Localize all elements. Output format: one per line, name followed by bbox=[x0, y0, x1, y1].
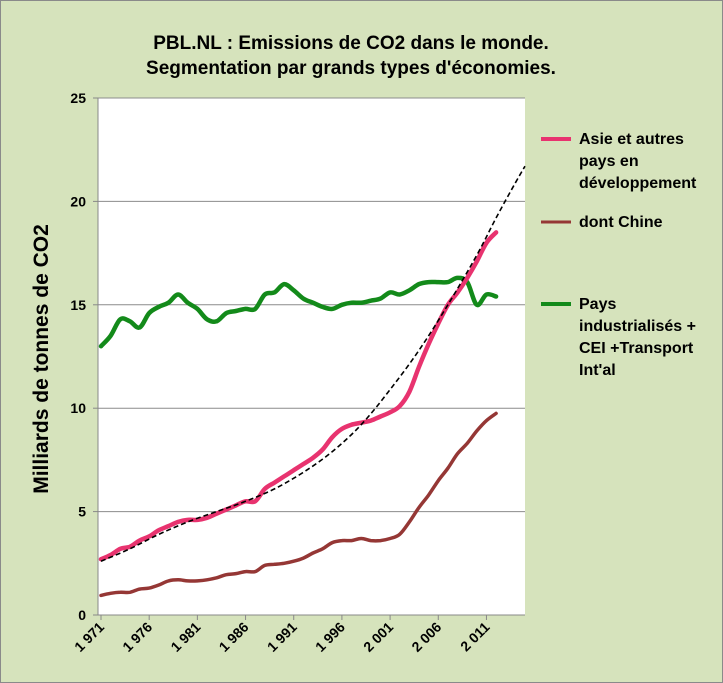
x-tick-label-1981: 1 981 bbox=[167, 619, 203, 655]
y-tick-label-20: 20 bbox=[70, 193, 86, 209]
x-tick-label-2011: 2 011 bbox=[457, 619, 493, 655]
series-line-0 bbox=[98, 230, 499, 562]
legend-label-2-line-3: Int'al bbox=[579, 362, 616, 379]
legend-label-0-line-1: pays en bbox=[579, 153, 639, 170]
legend-label-1-line-0: dont Chine bbox=[579, 214, 663, 231]
chart-title: PBL.NL : Emissions de CO2 dans le monde.… bbox=[41, 31, 661, 81]
legend-label-1: dont Chine bbox=[579, 212, 663, 234]
legend-label-0-line-2: développement bbox=[579, 175, 697, 192]
x-tick-label-1971: 1 971 bbox=[71, 619, 107, 655]
y-tick-label-5: 5 bbox=[78, 504, 86, 520]
legend-label-0-line-0: Asie et autres bbox=[579, 131, 684, 148]
legend-label-0: Asie et autres pays en développement bbox=[579, 129, 696, 195]
trendline bbox=[100, 165, 526, 562]
series-line-1 bbox=[99, 411, 498, 598]
legend-label-2-line-2: CEI +Transport bbox=[579, 340, 694, 357]
x-tick-label-2006: 2 006 bbox=[408, 619, 444, 655]
series-line-2 bbox=[98, 275, 499, 349]
x-tick-label-1996: 1 996 bbox=[312, 619, 348, 655]
legend-label-2-line-1: industrialisés + bbox=[579, 318, 696, 335]
chart-title-line-2: Segmentation par grands types d'économie… bbox=[146, 58, 556, 79]
y-tick-label-10: 10 bbox=[70, 400, 86, 416]
x-tick-label-1986: 1 986 bbox=[216, 619, 252, 655]
legend-label-2: Pays industrialisés + CEI +Transport Int'al bbox=[579, 294, 696, 382]
plot-area bbox=[98, 98, 525, 615]
chart-title-line-1: PBL.NL : Emissions de CO2 dans le monde. bbox=[153, 33, 549, 54]
y-tick-label-25: 25 bbox=[70, 90, 86, 106]
y-tick-label-15: 15 bbox=[70, 297, 86, 313]
x-tick-label-1991: 1 991 bbox=[264, 619, 300, 655]
y-tick-label-0: 0 bbox=[78, 607, 86, 623]
x-tick-label-2001: 2 001 bbox=[360, 619, 396, 655]
x-tick-label-1976: 1 976 bbox=[119, 619, 155, 655]
legend-label-2-line-0: Pays bbox=[579, 296, 617, 313]
